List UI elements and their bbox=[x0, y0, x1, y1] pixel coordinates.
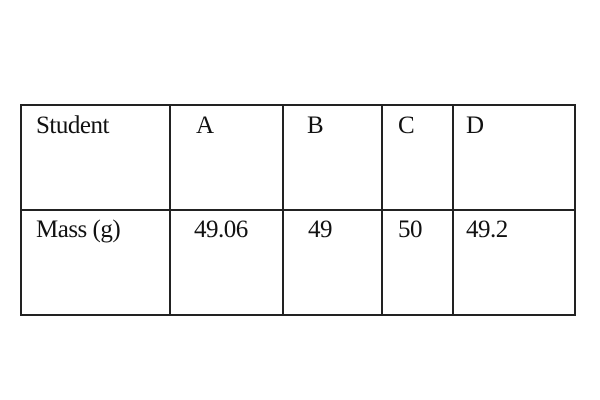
header-cell-a: A bbox=[196, 112, 214, 139]
mass-cell-c: 50 bbox=[398, 216, 423, 243]
header-cell-b: B bbox=[307, 112, 324, 139]
mass-cell-a: 49.06 bbox=[194, 216, 248, 243]
mass-cell-b: 49 bbox=[308, 216, 333, 243]
header-cell-c: C bbox=[398, 112, 415, 139]
row-divider bbox=[22, 209, 574, 211]
mass-cell-d: 49.2 bbox=[466, 216, 508, 243]
row-label-mass: Mass (g) bbox=[36, 216, 121, 243]
header-cell-student: Student bbox=[36, 112, 109, 139]
data-table: Student A B C D Mass (g) 49.06 49 50 49.… bbox=[20, 104, 576, 316]
header-cell-d: D bbox=[466, 112, 484, 139]
